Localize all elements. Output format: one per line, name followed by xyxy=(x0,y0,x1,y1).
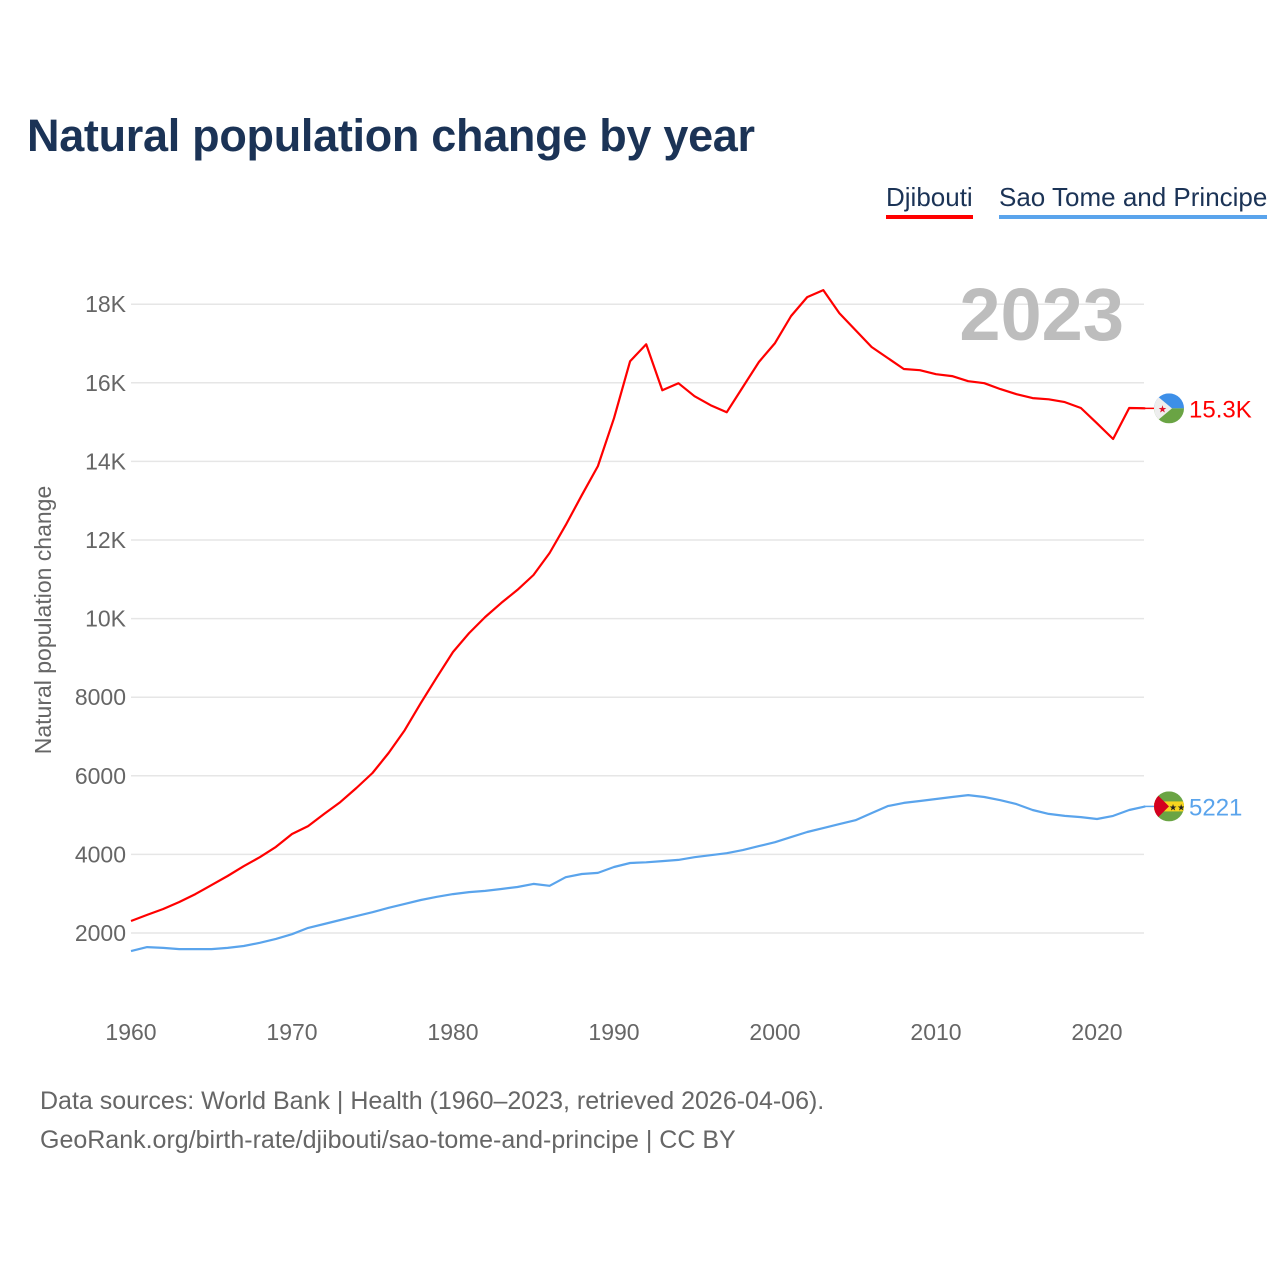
djibouti-flag-icon: ★ xyxy=(1154,393,1184,424)
footer-link[interactable]: GeoRank.org/birth-rate/djibouti/sao-tome… xyxy=(40,1126,736,1154)
flag-star: ★ xyxy=(1158,404,1167,415)
series-line-djibouti xyxy=(130,289,1146,923)
flag-triangle xyxy=(1154,393,1172,424)
legend-item-djibouti[interactable]: Djibouti xyxy=(886,182,973,219)
end-value-label: 15.3K xyxy=(1189,396,1252,423)
y-axis-label: Natural population change xyxy=(30,486,56,755)
series-line-sao-tome-and-principe xyxy=(130,794,1146,953)
x-tick-label: 2020 xyxy=(1071,1019,1122,1045)
footer-sources: Data sources: World Bank | Health (1960–… xyxy=(40,1087,825,1115)
y-tick-label: 12K xyxy=(85,527,127,553)
x-tick-label: 2000 xyxy=(749,1019,800,1045)
y-tick-label: 10K xyxy=(85,606,127,632)
end-value-label: 5221 xyxy=(1189,794,1242,821)
y-tick-label: 2000 xyxy=(75,920,126,946)
flag-body: ★ xyxy=(1154,393,1184,424)
x-tick-label: 1970 xyxy=(266,1019,317,1045)
y-tick-label: 14K xyxy=(85,448,127,474)
flag-triangle xyxy=(1154,791,1169,822)
chart-title: Natural population change by year xyxy=(27,110,755,161)
sao-tome-flag-icon: ★★ xyxy=(1154,791,1185,822)
y-tick-label: 4000 xyxy=(75,841,126,867)
x-tick-label: 1990 xyxy=(588,1019,639,1045)
x-tick-label: 1980 xyxy=(427,1019,478,1045)
flag-body: ★★ xyxy=(1154,791,1185,822)
y-tick-label: 18K xyxy=(85,291,127,317)
y-tick-label: 16K xyxy=(85,370,127,396)
x-tick-label: 2010 xyxy=(910,1019,961,1045)
year-watermark: 2023 xyxy=(959,273,1124,356)
y-tick-label: 8000 xyxy=(75,684,126,710)
legend-item-sao-tome-and-principe[interactable]: Sao Tome and Principe xyxy=(999,182,1268,219)
flag-stars: ★★ xyxy=(1169,802,1185,812)
x-tick-label: 1960 xyxy=(105,1019,156,1045)
y-tick-label: 6000 xyxy=(75,763,126,789)
